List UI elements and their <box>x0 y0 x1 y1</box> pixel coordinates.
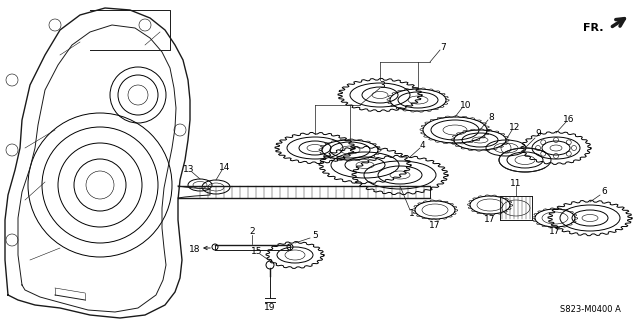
Text: 9: 9 <box>535 130 541 139</box>
Text: 15: 15 <box>252 246 263 255</box>
Text: 5: 5 <box>312 231 318 241</box>
Text: 8: 8 <box>488 113 494 122</box>
Text: 16: 16 <box>563 115 575 124</box>
Text: 1: 1 <box>409 210 415 219</box>
Text: 3: 3 <box>379 81 385 90</box>
Text: 17: 17 <box>549 228 561 236</box>
Text: 4: 4 <box>419 140 425 149</box>
Text: 11: 11 <box>510 179 522 188</box>
Text: 12: 12 <box>509 123 521 132</box>
Text: 13: 13 <box>183 164 195 173</box>
Text: 19: 19 <box>264 303 276 313</box>
Text: 10: 10 <box>460 100 472 109</box>
Text: 2: 2 <box>249 227 255 236</box>
Text: 14: 14 <box>220 163 230 172</box>
Text: 18: 18 <box>189 245 201 254</box>
Text: FR.: FR. <box>584 23 604 33</box>
Text: 17: 17 <box>429 220 441 229</box>
Text: 7: 7 <box>440 43 446 52</box>
Text: 6: 6 <box>601 188 607 196</box>
Text: S823-M0400 A: S823-M0400 A <box>559 306 620 315</box>
Text: 17: 17 <box>484 215 496 225</box>
